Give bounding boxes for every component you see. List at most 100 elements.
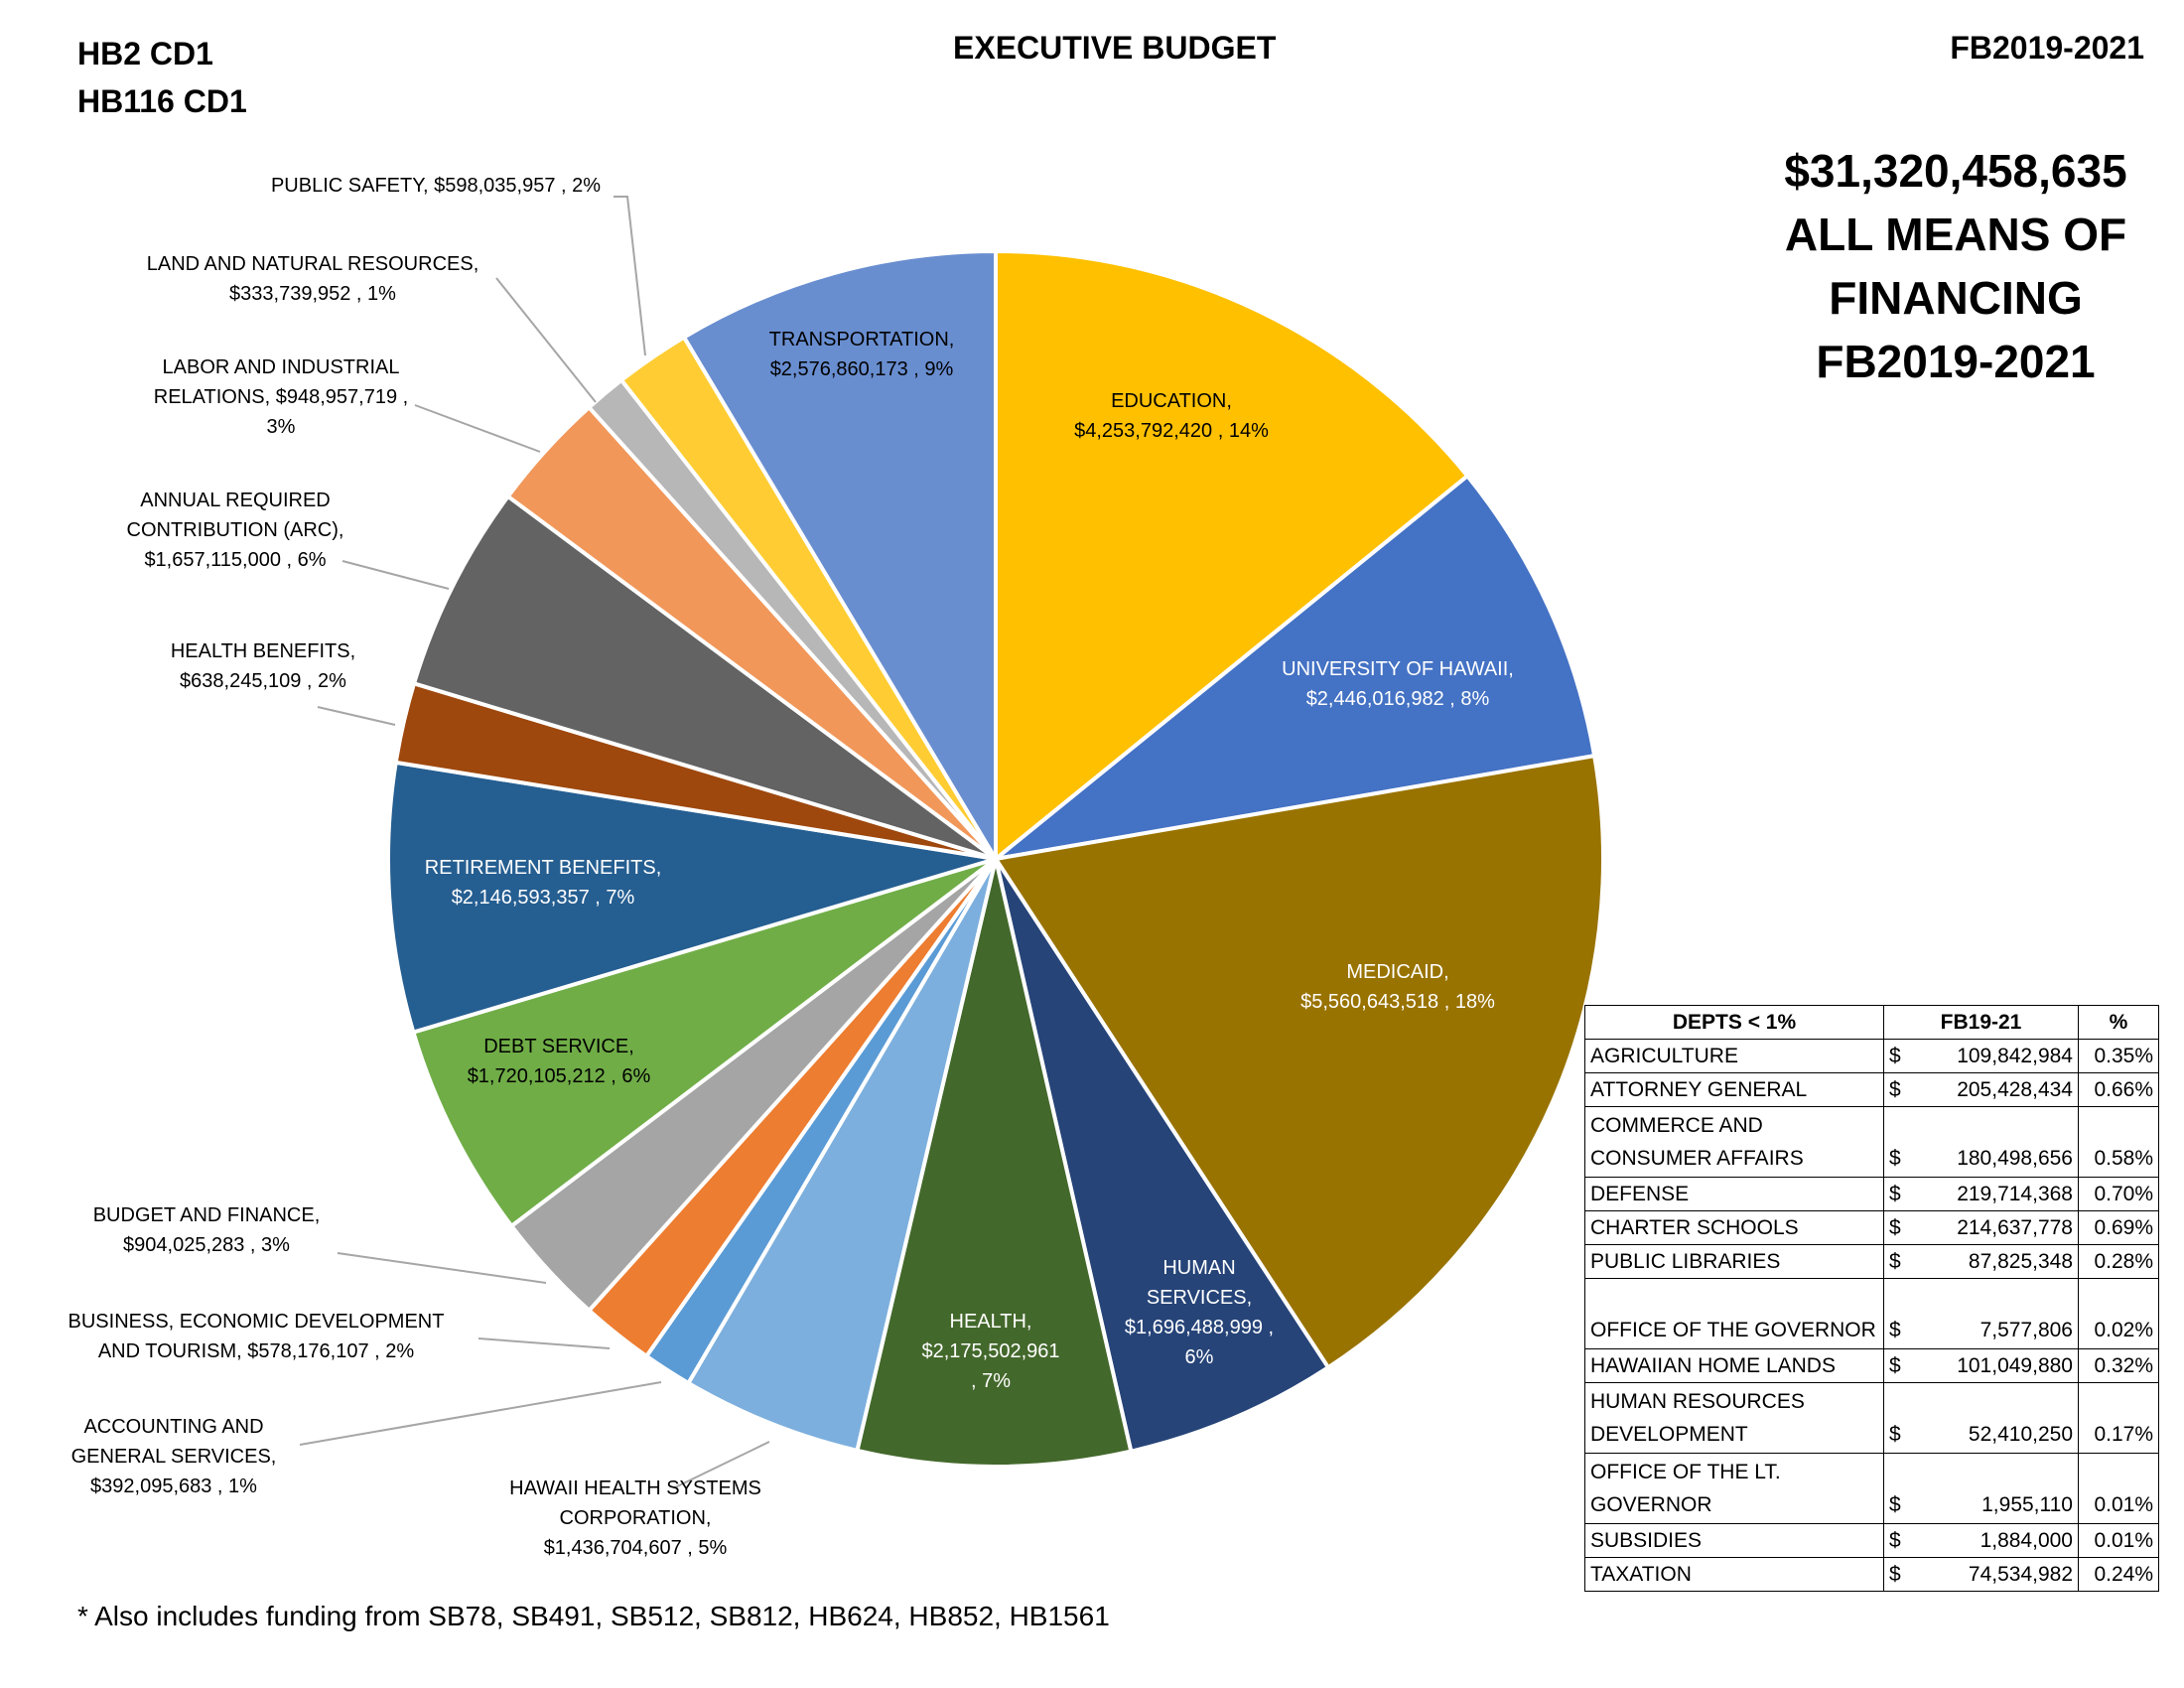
data-label: ANNUAL REQUIRED CONTRIBUTION (ARC), $1,657…	[127, 490, 344, 571]
data-label: MEDICAID, $5,560,643,518 , 18%	[1300, 961, 1495, 1013]
leader-line	[317, 706, 396, 726]
dept-name: TAXATION	[1584, 1557, 1884, 1592]
data-label: HAWAII HEALTH SYSTEMS CORPORATION, $1,436,…	[509, 1477, 761, 1559]
dept-name: SUBSIDIES	[1584, 1523, 1884, 1558]
pie-slice-transportation	[681, 248, 998, 867]
header-bill-numbers: HB2 CD1 HB116 CD1	[77, 30, 247, 125]
pie-slice-retirement-benefits	[385, 760, 997, 1036]
table-row: HUMAN RESOURCES DEVELOPMENT $52,410,250 0.1…	[1584, 1382, 2159, 1454]
dept-percent: 0.32%	[2078, 1348, 2159, 1383]
pie-slice-education	[994, 248, 1471, 864]
dept-percent: 0.66%	[2078, 1072, 2159, 1107]
dept-amount: $219,714,368	[1883, 1177, 2079, 1211]
dept-amount: $101,049,880	[1883, 1348, 2079, 1383]
column-header-percent: %	[2078, 1005, 2159, 1040]
leader-line	[674, 1441, 770, 1488]
column-header-amount: FB19-21	[1883, 1005, 2079, 1040]
total-caption-line-3: FB2019-2021	[1816, 336, 2096, 387]
dept-name: OFFICE OF THE LT. GOVERNOR	[1584, 1453, 1884, 1524]
dept-name: HUMAN RESOURCES DEVELOPMENT	[1584, 1382, 1884, 1454]
pie-slice-health	[855, 858, 1134, 1469]
dept-percent: 0.02%	[2078, 1278, 2159, 1349]
dept-amount: $205,428,434	[1883, 1072, 2079, 1107]
dept-percent: 0.01%	[2078, 1523, 2159, 1558]
small-departments-table: DEPTS < 1% FB19-21 % AGRICULTURE $109,842…	[1584, 1005, 2159, 1592]
leader-line	[495, 277, 597, 403]
data-label: ACCOUNTING AND GENERAL SERVICES, $392,095,…	[71, 1416, 277, 1497]
table-header-row: DEPTS < 1% FB19-21 %	[1584, 1005, 2159, 1040]
page-title: EXECUTIVE BUDGET	[953, 30, 1277, 66]
data-label: HEALTH BENEFITS, $638,245,109 , 2%	[171, 640, 355, 692]
dept-name: DEFENSE	[1584, 1177, 1884, 1211]
table-row: TAXATION $74,534,982 0.24%	[1584, 1557, 2159, 1592]
dept-name: COMMERCE AND CONSUMER AFFAIRS	[1584, 1106, 1884, 1178]
data-label: EDUCATION, $4,253,792,420 , 14%	[1074, 390, 1269, 442]
dept-percent: 0.70%	[2078, 1177, 2159, 1211]
dept-name: AGRICULTURE	[1584, 1039, 1884, 1073]
dept-amount: $1,955,110	[1883, 1453, 2079, 1524]
dept-amount: $52,410,250	[1883, 1382, 2079, 1454]
dept-name: CHARTER SCHOOLS	[1584, 1210, 1884, 1245]
dept-percent: 0.24%	[2078, 1557, 2159, 1592]
dept-percent: 0.58%	[2078, 1106, 2159, 1178]
fiscal-biennium-label: FB2019-2021	[1950, 30, 2144, 66]
dept-amount: $109,842,984	[1883, 1039, 2079, 1073]
data-label: LAND AND NATURAL RESOURCES, $333,739,952 …	[147, 253, 479, 305]
table-row: ATTORNEY GENERAL $205,428,434 0.66%	[1584, 1072, 2159, 1107]
table-row: AGRICULTURE $109,842,984 0.35%	[1584, 1039, 2159, 1073]
leader-line	[414, 404, 541, 453]
footnote: * Also includes funding from SB78, SB491…	[77, 1601, 1110, 1631]
leader-line	[614, 196, 646, 356]
dept-percent: 0.17%	[2078, 1382, 2159, 1454]
dept-name: HAWAIIAN HOME LANDS	[1584, 1348, 1884, 1383]
data-label: BUDGET AND FINANCE, $904,025,283 , 3%	[93, 1204, 321, 1256]
leader-line	[341, 560, 450, 590]
total-caption-line-2: FINANCING	[1829, 272, 2083, 324]
dept-percent: 0.01%	[2078, 1453, 2159, 1524]
dept-percent: 0.69%	[2078, 1210, 2159, 1245]
data-label: TRANSPORTATION, $2,576,860,173 , 9%	[769, 329, 955, 380]
table-row: SUBSIDIES $1,884,000 0.01%	[1584, 1523, 2159, 1558]
data-label: HEALTH, $2,175,502,961, 7%	[921, 1311, 1059, 1392]
table-row: OFFICE OF THE GOVERNOR $7,577,806 0.02%	[1584, 1278, 2159, 1349]
pie-slice-university-of-hawaii	[988, 473, 1597, 863]
data-label: UNIVERSITY OF HAWAII, $2,446,016,982 , 8%	[1282, 658, 1514, 710]
table-row: HAWAIIAN HOME LANDS $101,049,880 0.32%	[1584, 1348, 2159, 1383]
column-header-dept: DEPTS < 1%	[1584, 1005, 1884, 1040]
total-amount: $31,320,458,635	[1784, 145, 2127, 197]
table-row: CHARTER SCHOOLS $214,637,778 0.69%	[1584, 1210, 2159, 1245]
pie-slice-annual-required-contribution-arc-	[411, 493, 998, 861]
dept-amount: $7,577,806	[1883, 1278, 2079, 1349]
dept-amount: $214,637,778	[1883, 1210, 2079, 1245]
table-row: PUBLIC LIBRARIES $87,825,348 0.28%	[1584, 1244, 2159, 1279]
data-label: RETIREMENT BENEFITS, $2,146,593,357 , 7%	[425, 857, 662, 909]
dept-amount: $74,534,982	[1883, 1557, 2079, 1592]
table-row: DEFENSE $219,714,368 0.70%	[1584, 1177, 2159, 1211]
data-label: LABOR AND INDUSTRIAL RELATIONS, $948,957,…	[154, 356, 408, 438]
dept-amount: $180,498,656	[1883, 1106, 2079, 1178]
dept-name: ATTORNEY GENERAL	[1584, 1072, 1884, 1107]
bill-number-1: HB2 CD1	[77, 36, 213, 71]
dept-percent: 0.35%	[2078, 1039, 2159, 1073]
pie-slice-medicaid	[992, 753, 1605, 1370]
table-row: COMMERCE AND CONSUMER AFFAIRS $180,498,656…	[1584, 1106, 2159, 1178]
leader-line	[478, 1337, 611, 1349]
data-label: HUMAN SERVICES, $1,696,488,999 , 6%	[1125, 1257, 1274, 1368]
dept-percent: 0.28%	[2078, 1244, 2159, 1279]
bill-number-2: HB116 CD1	[77, 83, 247, 119]
data-label: DEBT SERVICE, $1,720,105,212 , 6%	[468, 1036, 651, 1087]
data-label: PUBLIC SAFETY, $598,035,957 , 2%	[271, 175, 601, 197]
dept-name: PUBLIC LIBRARIES	[1584, 1244, 1884, 1279]
table-row: OFFICE OF THE LT. GOVERNOR $1,955,110 0.01%	[1584, 1453, 2159, 1524]
dept-name: OFFICE OF THE GOVERNOR	[1584, 1278, 1884, 1349]
data-label: BUSINESS, ECONOMIC DEVELOPMENT AND TOURIS…	[68, 1311, 445, 1362]
leader-line	[337, 1252, 547, 1284]
dept-amount: $1,884,000	[1883, 1523, 2079, 1558]
pie-slice-debt-service	[410, 857, 998, 1229]
leader-line	[299, 1381, 662, 1446]
pie-slice-human-services	[994, 857, 1331, 1455]
dept-amount: $87,825,348	[1883, 1244, 2079, 1279]
total-summary: $31,320,458,635 ALL MEANS OF FINANCING F…	[1688, 139, 2184, 393]
pie-slice-hawaii-health-systems-corporation	[685, 857, 998, 1454]
